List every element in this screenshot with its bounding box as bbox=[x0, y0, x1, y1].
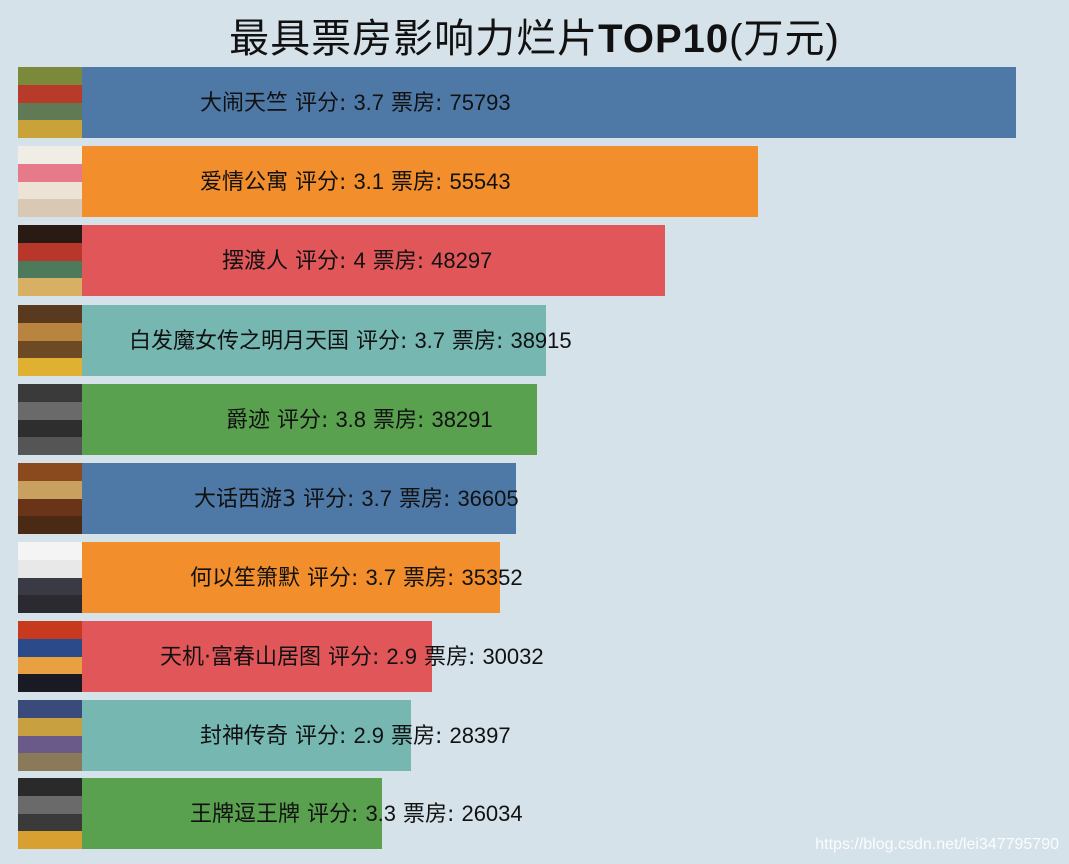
boxoffice-prefix: 票房: bbox=[424, 645, 476, 670]
score-prefix: 评分: bbox=[277, 408, 329, 433]
movie-poster-image bbox=[18, 700, 82, 771]
score-value: 3.7 bbox=[414, 328, 446, 353]
score-prefix: 评分: bbox=[295, 249, 347, 274]
boxoffice-prefix: 票房: bbox=[391, 91, 443, 116]
movie-name: 封神传奇 bbox=[200, 724, 289, 749]
bar-row: 封神传奇 评分: 2.9 票房: 28397 bbox=[0, 700, 1069, 771]
boxoffice-prefix: 票房: bbox=[372, 249, 425, 274]
bar-row: 白发魔女传之明月天国 评分: 3.7 票房: 38915 bbox=[0, 305, 1069, 376]
boxoffice-value: 28397 bbox=[449, 723, 511, 748]
score-value: 3.8 bbox=[335, 407, 367, 432]
boxoffice-prefix: 票房: bbox=[391, 170, 443, 195]
movie-name: 大闹天竺 bbox=[200, 91, 289, 116]
boxoffice-value: 35352 bbox=[461, 565, 523, 590]
movie-name: 天机·富春山居图 bbox=[160, 645, 321, 670]
movie-poster-image bbox=[18, 463, 82, 534]
movie-poster-image bbox=[18, 225, 82, 296]
watermark: https://blog.csdn.net/lei347795790 bbox=[815, 836, 1059, 853]
boxoffice-value: 38291 bbox=[431, 407, 493, 432]
bar bbox=[82, 384, 537, 455]
score-prefix: 评分: bbox=[295, 170, 347, 195]
movie-name: 摆渡人 bbox=[222, 249, 289, 274]
bar bbox=[82, 778, 382, 849]
movie-poster-image bbox=[18, 621, 82, 692]
movie-poster-image bbox=[18, 305, 82, 376]
boxoffice-prefix: 票房: bbox=[403, 802, 455, 827]
score-prefix: 评分: bbox=[303, 487, 355, 512]
score-value: 2.9 bbox=[353, 723, 385, 748]
boxoffice-value: 26034 bbox=[461, 801, 523, 826]
movie-name: 大话西游3 bbox=[194, 487, 296, 512]
score-value: 3.3 bbox=[365, 801, 397, 826]
score-prefix: 评分: bbox=[295, 91, 347, 116]
bar-label: 爵迹 评分: 3.8 票房: 38291 bbox=[226, 384, 493, 455]
bar bbox=[82, 225, 665, 296]
movie-name: 王牌逗王牌 bbox=[190, 802, 301, 827]
bar-label: 天机·富春山居图 评分: 2.9 票房: 30032 bbox=[160, 621, 544, 692]
boxoffice-value: 36605 bbox=[457, 486, 519, 511]
score-prefix: 评分: bbox=[307, 566, 359, 591]
bar-row: 爵迹 评分: 3.8 票房: 38291 bbox=[0, 384, 1069, 455]
bar-row: 摆渡人 评分: 4 票房: 48297 bbox=[0, 225, 1069, 296]
boxoffice-value: 38915 bbox=[510, 328, 572, 353]
boxoffice-prefix: 票房: bbox=[399, 487, 451, 512]
chart-title: 最具票房影响力烂片TOP10(万元) bbox=[0, 6, 1069, 64]
movie-name: 白发魔女传之明月天国 bbox=[129, 329, 350, 354]
movie-name: 爵迹 bbox=[226, 408, 271, 433]
boxoffice-value: 75793 bbox=[449, 90, 511, 115]
movie-name: 爱情公寓 bbox=[200, 170, 289, 195]
bar-label: 何以笙箫默 评分: 3.7 票房: 35352 bbox=[190, 542, 523, 613]
score-value: 3.7 bbox=[365, 565, 397, 590]
bar bbox=[82, 146, 758, 217]
bar-row: 何以笙箫默 评分: 3.7 票房: 35352 bbox=[0, 542, 1069, 613]
boxoffice-value: 55543 bbox=[449, 169, 511, 194]
bar-label: 王牌逗王牌 评分: 3.3 票房: 26034 bbox=[190, 778, 523, 849]
boxoffice-prefix: 票房: bbox=[373, 408, 425, 433]
chart-title-latin: TOP10 bbox=[598, 17, 730, 61]
bar-row: 天机·富春山居图 评分: 2.9 票房: 30032 bbox=[0, 621, 1069, 692]
chart-title-cjk: 最具票房影响力烂片 bbox=[229, 16, 599, 62]
movie-poster-image bbox=[18, 778, 82, 849]
score-value: 3.7 bbox=[361, 486, 393, 511]
score-prefix: 评分: bbox=[307, 802, 359, 827]
bar bbox=[82, 67, 1016, 138]
score-prefix: 评分: bbox=[295, 724, 347, 749]
bar-label: 大话西游3 评分: 3.7 票房: 36605 bbox=[194, 463, 519, 534]
bar-label: 摆渡人 评分: 4 票房: 48297 bbox=[222, 225, 492, 296]
movie-name: 何以笙箫默 bbox=[190, 566, 301, 591]
bar-row: 王牌逗王牌 评分: 3.3 票房: 26034 bbox=[0, 778, 1069, 849]
bar-label: 爱情公寓 评分: 3.1 票房: 55543 bbox=[200, 146, 511, 217]
boxoffice-value: 48297 bbox=[431, 248, 493, 273]
bar-label: 大闹天竺 评分: 3.7 票房: 75793 bbox=[200, 67, 511, 138]
bar bbox=[82, 700, 411, 771]
movie-poster-image bbox=[18, 384, 82, 455]
bar bbox=[82, 463, 516, 534]
score-value: 2.9 bbox=[386, 644, 418, 669]
boxoffice-value: 30032 bbox=[482, 644, 544, 669]
bar-label: 白发魔女传之明月天国 评分: 3.7 票房: 38915 bbox=[129, 305, 572, 376]
score-prefix: 评分: bbox=[328, 645, 380, 670]
movie-poster-image bbox=[18, 146, 82, 217]
score-value: 4 bbox=[353, 248, 366, 273]
bar-row: 大闹天竺 评分: 3.7 票房: 75793 bbox=[0, 67, 1069, 138]
bar bbox=[82, 305, 546, 376]
movie-poster-image bbox=[18, 67, 82, 138]
bar-row: 爱情公寓 评分: 3.1 票房: 55543 bbox=[0, 146, 1069, 217]
bar-row: 大话西游3 评分: 3.7 票房: 36605 bbox=[0, 463, 1069, 534]
movie-poster-image bbox=[18, 542, 82, 613]
score-value: 3.7 bbox=[353, 90, 385, 115]
boxoffice-prefix: 票房: bbox=[452, 329, 504, 354]
score-prefix: 评分: bbox=[356, 329, 408, 354]
boxoffice-prefix: 票房: bbox=[391, 724, 443, 749]
bar-label: 封神传奇 评分: 2.9 票房: 28397 bbox=[200, 700, 511, 771]
chart-title-unit: (万元) bbox=[729, 17, 840, 61]
boxoffice-prefix: 票房: bbox=[403, 566, 455, 591]
bar bbox=[82, 621, 432, 692]
bar bbox=[82, 542, 500, 613]
score-value: 3.1 bbox=[353, 169, 385, 194]
